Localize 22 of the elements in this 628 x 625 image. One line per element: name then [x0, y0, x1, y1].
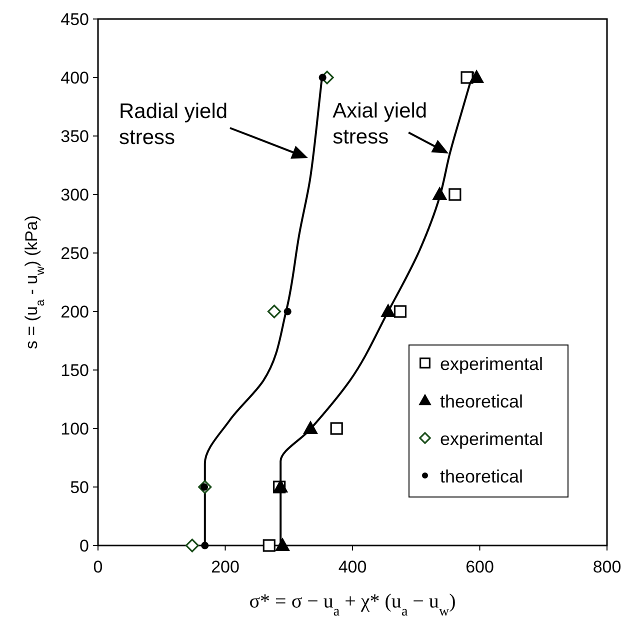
x-tick-label: 600 [466, 558, 494, 576]
y-tick-label: 450 [60, 10, 89, 29]
y-tick-label: 0 [80, 536, 89, 556]
y-tick-label: 50 [70, 478, 89, 497]
x-tick-label: 200 [211, 558, 240, 576]
legend-label: theoretical [440, 466, 524, 486]
x-axis-title: σ* = σ − u$_{a}$ + χ* (u$_{a}$ − u$_{w}$) [249, 590, 456, 619]
x-tick-label: 800 [592, 558, 622, 576]
y-tick-label: 200 [60, 302, 89, 322]
legend-label: experimental [440, 429, 544, 449]
x-tick-label: 400 [338, 558, 367, 576]
annotation: Axial yield stress [332, 100, 428, 149]
x-tick-label: 0 [93, 558, 103, 576]
y-tick-label: 150 [60, 361, 89, 380]
annotation: Radial yield stress [119, 100, 228, 149]
legend-label: experimental [440, 354, 544, 374]
y-tick-label: 350 [60, 127, 89, 146]
y-tick-label: 100 [60, 420, 89, 438]
y-tick-label: 250 [60, 244, 89, 263]
y-tick-label: 300 [60, 186, 89, 204]
y-tick-label: 400 [60, 68, 89, 88]
legend-label: theoretical [440, 392, 524, 412]
